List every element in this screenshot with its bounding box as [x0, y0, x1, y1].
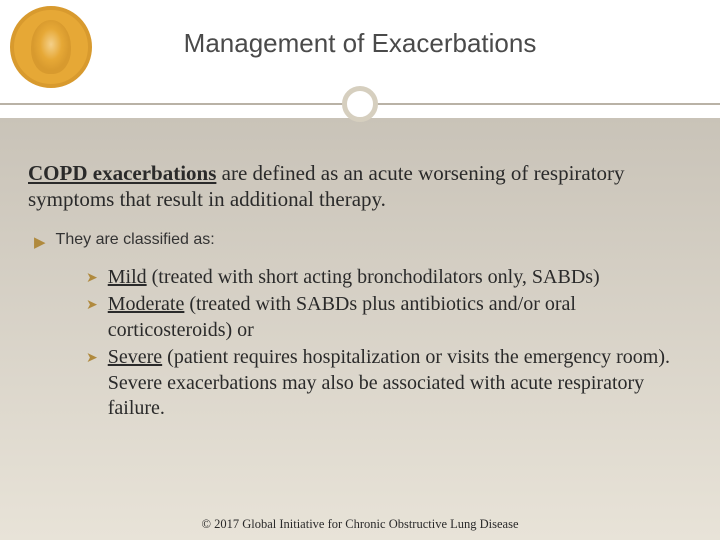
item-label: Moderate — [108, 293, 185, 315]
chevron-bullet-icon: ➤ — [86, 350, 98, 367]
classification-list: ➤ Mild (treated with short acting bronch… — [86, 265, 682, 423]
slide-title: Management of Exacerbations — [0, 28, 720, 59]
copyright: © 2017 Global Initiative for Chronic Obs… — [0, 517, 720, 532]
arrow-bullet-icon: ▶ — [34, 233, 46, 251]
item-text: Moderate (treated with SABDs plus antibi… — [108, 292, 682, 343]
classified-row: ▶ They are classified as: — [34, 231, 692, 251]
list-item: ➤ Moderate (treated with SABDs plus anti… — [86, 292, 682, 343]
header: Management of Exacerbations — [0, 0, 720, 118]
item-text: Severe (patient requires hospitalization… — [108, 345, 682, 422]
circle-accent — [342, 86, 378, 122]
definition-term: COPD exacerbations — [28, 161, 216, 185]
item-rest: (treated with short acting bronchodilato… — [147, 266, 600, 288]
item-rest: (patient requires hospitalization or vis… — [108, 346, 670, 419]
item-label: Mild — [108, 266, 147, 288]
body: COPD exacerbations are defined as an acu… — [0, 118, 720, 540]
list-item: ➤ Severe (patient requires hospitalizati… — [86, 345, 682, 422]
definition-paragraph: COPD exacerbations are defined as an acu… — [28, 160, 692, 213]
chevron-bullet-icon: ➤ — [86, 297, 98, 314]
list-item: ➤ Mild (treated with short acting bronch… — [86, 265, 682, 291]
item-label: Severe — [108, 346, 162, 368]
classified-label: They are classified as: — [56, 231, 215, 249]
chevron-bullet-icon: ➤ — [86, 270, 98, 287]
item-text: Mild (treated with short acting bronchod… — [108, 265, 600, 291]
